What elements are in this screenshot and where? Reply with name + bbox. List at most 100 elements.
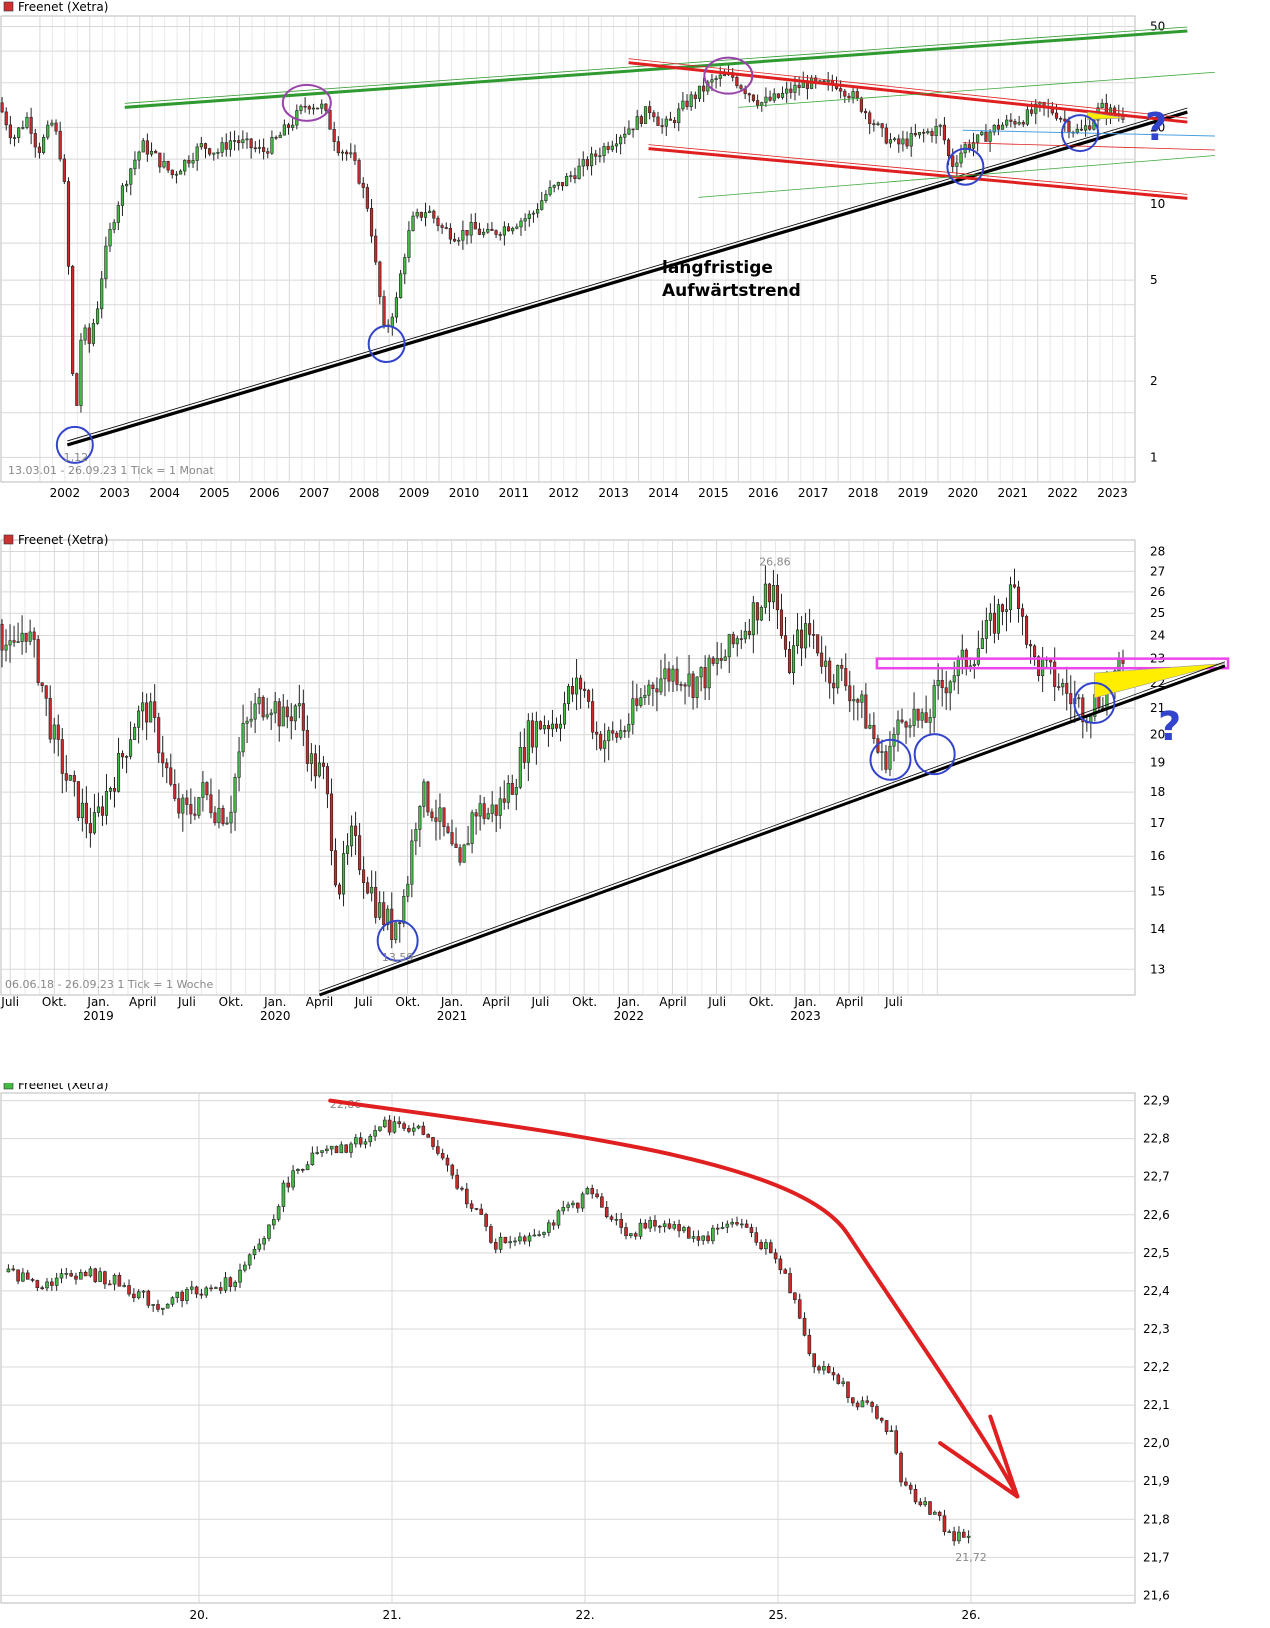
chart3-candle [161,1307,165,1310]
chart2-candle [675,668,679,685]
chart1-candle [66,181,71,267]
chart1-candle [1100,102,1104,109]
chart2-candle [715,658,719,664]
chart1-y-tick-label: 10 [1150,197,1165,211]
chart1-x-tick-label: 2008 [349,486,380,500]
chart2-candle [366,882,370,894]
chart1-candle [631,128,635,131]
chart2-candle [60,739,64,774]
chart1-candle [87,327,91,344]
chart1-candle [872,123,876,125]
chart1-candle [407,230,411,258]
chart2-candle [607,730,611,742]
chart2-y-tick-label: 27 [1150,564,1165,578]
chart1-candle [457,239,461,242]
chart1-candle [976,134,980,143]
chart3-candle [846,1381,850,1398]
chart2-candle [20,632,24,642]
chart1-candle [548,187,552,195]
chart3-candle [918,1501,923,1506]
chart3-candle [870,1402,874,1407]
chart3-candle [469,1203,474,1209]
chart2-y-tick-label: 19 [1150,756,1165,770]
chart2-candle [824,660,828,667]
chart1-candle [747,93,751,96]
chart3-candle [604,1207,609,1218]
chart2-highlight-circle [869,738,912,781]
chart1-y-tick-label: 50 [1150,19,1165,33]
chart1-candle [1059,118,1063,120]
chart2-candle [763,583,767,608]
chart1-x-tick-label: 2020 [948,486,979,500]
chart1-candle [83,327,87,341]
chart1-candle [369,208,374,237]
chart2-candle [241,723,245,753]
chart1-candle [606,146,610,150]
chart3-candle [629,1233,633,1237]
chart1-candle [556,182,560,186]
chart3-candle [923,1501,927,1506]
chart2-candle [828,660,832,684]
chart3-candle [609,1216,614,1220]
chart1-candle [33,133,37,148]
chart3-candle [59,1273,64,1279]
chart1-candle [104,245,108,280]
chart2-candle [341,853,346,895]
chart2-candle [120,753,125,758]
chart1-candle [756,100,760,106]
chart1-candle [1025,109,1030,125]
chart2-x-tick-label: Jan. [86,995,109,1009]
chart2-candle [1061,683,1065,688]
chart2-candle [679,684,683,686]
chart1-candle [602,146,606,157]
chart2-candle [478,803,482,817]
chart2-candle [570,686,575,695]
chart1-candle [544,194,548,201]
chart1-candle [697,85,702,99]
chart2-candle [370,886,374,894]
chart1-candle [365,187,369,209]
chart3-candle [619,1219,623,1228]
chart2-y-tick-label: 13 [1150,962,1165,976]
chart2-candle [56,724,60,740]
chart1-x-tick-label: 2015 [698,486,729,500]
chart2-candle [864,694,868,729]
chart2-candle [422,781,426,807]
chart2-x-tick-label: Juli [177,995,196,1009]
chart3-candle [566,1204,570,1208]
chart3-candle [807,1334,812,1355]
chart1-candle [291,124,295,128]
chart3-y-tick-label: 22,5 [1143,1246,1170,1260]
chart3-candle [725,1223,730,1228]
chart2-candle [832,682,836,689]
chart2-candle [751,602,755,636]
chart2-candle [888,745,892,770]
chart2-candle [747,630,751,636]
chart1-candle [577,165,581,179]
chart1-candle [735,77,739,86]
chart2-candle [358,835,362,871]
chart2-candle [988,612,992,621]
chart1-highlight-circle [367,325,406,364]
chart2-candle [24,632,28,642]
chart1-x-tick-label: 2003 [99,486,130,500]
chart1-candle [25,117,29,128]
chart2-candle [691,673,695,698]
chart1-candle [1030,109,1034,114]
chart3-candle [445,1157,450,1166]
chart3-candle [600,1196,604,1208]
chart3-candle [508,1241,513,1244]
chart2-question-mark: ? [1158,704,1181,750]
chart1-candle [1009,119,1013,122]
chart3-candle [498,1236,503,1250]
chart1-candle [382,296,386,326]
chart1-candle [328,110,332,130]
chart3-candle [112,1274,117,1285]
chart1-candle [901,138,905,145]
chart3-candle [373,1130,377,1137]
chart2-candle [410,840,414,885]
chart1-candle [116,205,120,223]
chart1-candle [42,136,46,153]
chart1-candle [693,94,697,99]
chart1-candle [938,124,942,127]
